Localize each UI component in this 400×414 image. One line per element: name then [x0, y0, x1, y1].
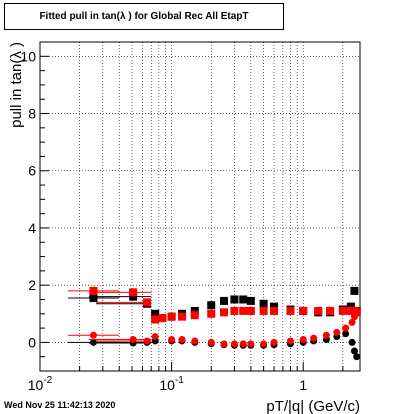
data-point-circle: [207, 338, 215, 346]
data-point-circle: [310, 334, 318, 342]
data-point-square: [89, 294, 98, 303]
data-marks: [68, 286, 361, 361]
y-tick-label: 0: [28, 334, 36, 350]
data-point-square: [151, 309, 160, 318]
data-point-square: [338, 306, 347, 315]
data-point-circle: [348, 318, 356, 326]
data-point-circle: [151, 333, 159, 341]
data-point-square: [89, 286, 98, 295]
timestamp: Wed Nov 25 11:42:13 2020: [4, 400, 116, 410]
data-point-square: [129, 292, 138, 301]
data-point-square: [314, 306, 323, 315]
x-tick-label: 1: [299, 377, 307, 393]
data-point-square: [270, 306, 279, 315]
data-point-square: [270, 302, 279, 311]
data-point-square: [158, 314, 167, 323]
data-point-circle: [178, 336, 186, 344]
data-point-circle: [299, 336, 307, 344]
data-point-square: [178, 312, 187, 321]
data-point-square: [219, 308, 228, 317]
data-point-circle: [168, 336, 176, 344]
data-point-circle: [220, 340, 228, 348]
plot-frame: [39, 41, 361, 372]
data-point-circle: [143, 337, 151, 345]
data-point-square: [246, 306, 255, 315]
data-point-square: [299, 306, 308, 315]
data-point-square: [190, 311, 199, 320]
data-point-circle: [353, 353, 361, 361]
x-tick-label: 10-2: [28, 375, 53, 393]
data-point-square: [190, 306, 199, 315]
data-point-circle: [129, 336, 137, 344]
data-point-square: [239, 295, 248, 304]
y-axis-label: pull in tan(λ ): [8, 42, 25, 128]
data-point-square: [350, 286, 359, 295]
data-point-circle: [247, 340, 255, 348]
data-point-circle: [342, 330, 350, 338]
data-point-circle: [239, 340, 247, 348]
data-point-circle: [350, 347, 358, 355]
data-point-circle: [191, 337, 199, 345]
y-tick-label: 10: [20, 48, 36, 64]
data-point-circle: [260, 340, 268, 348]
data-point-square: [259, 299, 268, 308]
data-point-circle: [230, 340, 238, 348]
data-point-circle: [353, 307, 361, 315]
y-tick-label: 2: [28, 277, 36, 293]
data-point-square: [207, 309, 216, 318]
x-axis-label: pT/|q| (GeV/c): [266, 398, 360, 414]
data-point-square: [286, 306, 295, 315]
data-point-square: [246, 296, 255, 305]
data-point-circle: [286, 337, 294, 345]
data-point-square: [167, 312, 176, 321]
data-point-square: [230, 295, 239, 304]
data-point-square: [142, 298, 151, 307]
data-point-circle: [350, 313, 358, 321]
data-point-square: [326, 306, 335, 315]
grid-lines: [39, 42, 360, 371]
data-point-square: [151, 315, 160, 324]
y-tick-label: 4: [28, 220, 36, 236]
data-point-square: [219, 296, 228, 305]
data-point-square: [346, 302, 355, 311]
data-point-square: [259, 306, 268, 315]
x-tick-label: 10-1: [159, 375, 184, 393]
y-tick-label: 8: [28, 106, 36, 122]
data-point-circle: [342, 324, 350, 332]
chart-title: Fitted pull in tan(λ ) for Global Rec Al…: [4, 3, 284, 30]
data-point-square: [129, 288, 138, 297]
y-tick-label: 6: [28, 163, 36, 179]
data-point-square: [230, 306, 239, 315]
data-point-circle: [348, 338, 356, 346]
data-point-circle: [90, 338, 98, 346]
data-point-square: [239, 306, 248, 315]
data-point-circle: [322, 331, 330, 339]
data-point-circle: [333, 328, 341, 336]
data-point-circle: [270, 338, 278, 346]
data-point-square: [207, 301, 216, 310]
data-point-circle: [90, 331, 98, 339]
